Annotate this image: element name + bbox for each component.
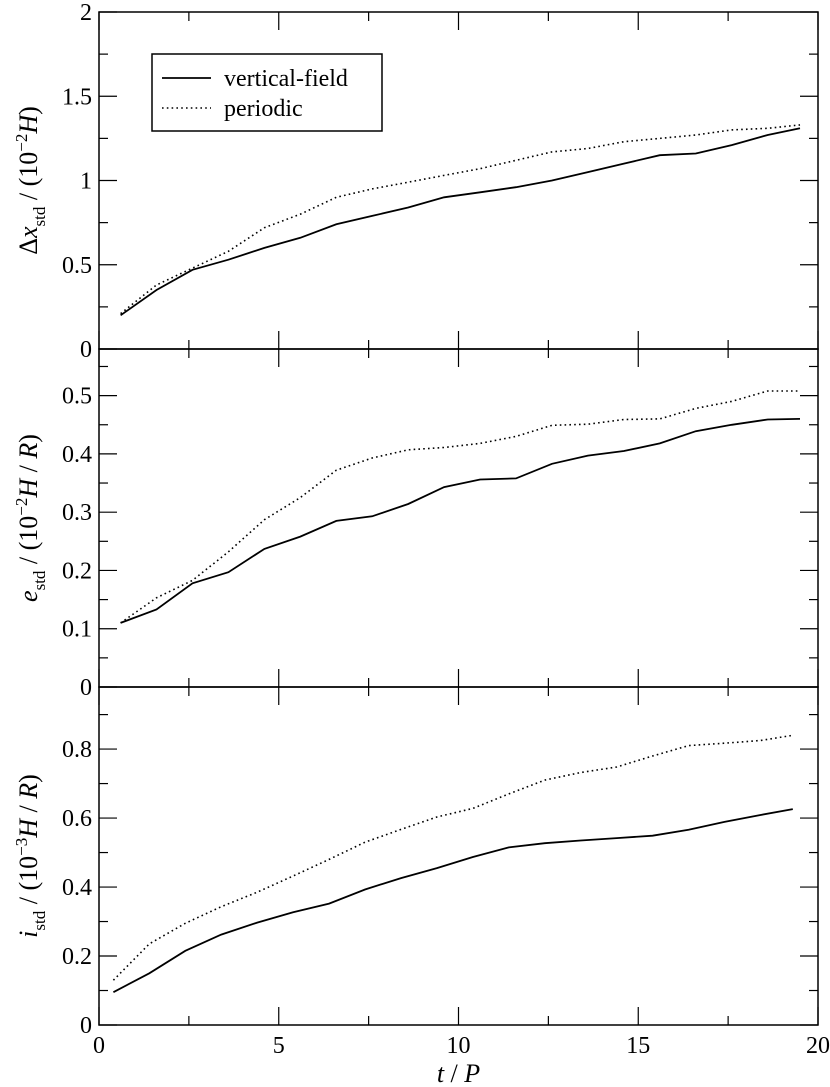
panel-bottom: 0 0.2 0.4 0.6 0.8 istd / (10−3H / R) 0 5 10 15 20 t… xyxy=(12,686,830,1087)
x-tick-label: 20 xyxy=(806,1033,830,1059)
y-tick-label: 0.6 xyxy=(62,806,92,832)
y-tick-label: 1 xyxy=(80,169,92,195)
legend-box xyxy=(151,53,383,132)
y-tick-label: 0.3 xyxy=(62,500,92,526)
y-axis-title: Δxstd / (10−2H) xyxy=(12,106,49,255)
panel-top: 0 0.5 1 1.5 2 Δxstd / (10−2H) vertical-field pe… xyxy=(12,0,819,363)
y-tick-label: 0.4 xyxy=(62,442,92,468)
series-line-vertical-field xyxy=(120,418,801,624)
y-tick-label: 0.4 xyxy=(62,875,92,901)
y-tick-label: 0.2 xyxy=(62,944,92,970)
series-line-vertical-field xyxy=(120,127,801,317)
panel-frame xyxy=(98,686,819,1026)
series-line-periodic xyxy=(112,734,793,981)
series-line-periodic xyxy=(120,124,801,315)
y-tick-label: 0.2 xyxy=(62,558,92,584)
panel-middle: 0 0.1 0.2 0.3 0.4 0.5 estd / (10−2H / R) xyxy=(12,348,819,701)
y-tick-label: 1.5 xyxy=(62,84,92,110)
y-axis-title: estd / (10−2H / R) xyxy=(12,434,49,602)
y-axis-title: istd / (10−3H / R) xyxy=(12,774,49,938)
legend: vertical-field periodic xyxy=(151,53,383,132)
x-axis-title: t / P xyxy=(437,1059,480,1087)
legend-label-periodic: periodic xyxy=(224,96,303,122)
panel-frame xyxy=(98,348,819,688)
y-tick-label: 0 xyxy=(80,1013,92,1039)
x-tick-label: 15 xyxy=(626,1033,650,1059)
y-tick-label: 2 xyxy=(80,0,92,26)
y-tick-label: 0.5 xyxy=(62,253,92,279)
legend-label-vertical-field: vertical-field xyxy=(224,66,348,92)
y-tick-label: 0 xyxy=(80,337,92,363)
series-line-periodic xyxy=(120,390,800,624)
x-tick-label: 10 xyxy=(447,1033,471,1059)
y-tick-label: 0.1 xyxy=(62,617,92,643)
x-tick-label: 0 xyxy=(93,1033,105,1059)
y-tick-label: 0 xyxy=(80,675,92,701)
y-tick-label: 0.5 xyxy=(62,384,92,410)
series-line-vertical-field xyxy=(112,808,793,993)
y-tick-label: 0.8 xyxy=(62,737,92,763)
x-tick-label: 5 xyxy=(273,1033,285,1059)
